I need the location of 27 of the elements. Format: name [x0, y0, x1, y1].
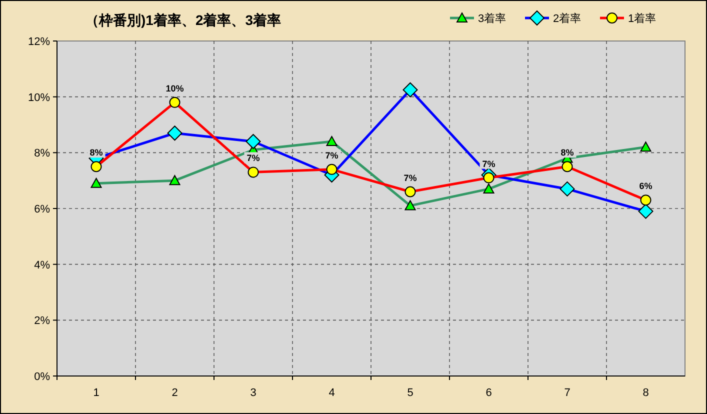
data-label: 8% [560, 148, 574, 158]
y-tick-label: 12% [28, 36, 50, 48]
y-tick-label: 6% [34, 204, 50, 216]
x-tick-label: 1 [93, 387, 100, 399]
y-tick-label: 2% [34, 315, 50, 328]
x-tick-label: 4 [328, 387, 335, 399]
x-tick-label: 3 [250, 387, 256, 399]
data-label: 10% [166, 83, 184, 94]
y-tick-label: 8% [34, 148, 50, 160]
x-tick-label: 8 [642, 387, 649, 399]
x-tick-label: 7 [564, 387, 570, 399]
legend-label: 3着率 [478, 12, 506, 25]
data-label: 7% [325, 150, 338, 160]
legend-label: 2着率 [553, 12, 582, 25]
y-tick-label: 4% [34, 259, 50, 272]
x-tick-label: 6 [486, 387, 492, 399]
legend-label: 1着率 [628, 12, 656, 25]
chart-title: （枠番別)1着率、2着率、3着率 [85, 12, 282, 28]
data-label: 7% [404, 172, 417, 183]
y-tick-label: 0% [34, 371, 50, 383]
data-label: 7% [482, 158, 496, 169]
x-tick-label: 2 [172, 387, 178, 399]
data-label: 7% [246, 153, 260, 164]
data-label: 6% [639, 181, 652, 192]
y-tick-label: 10% [28, 92, 50, 104]
x-tick-label: 5 [407, 387, 414, 399]
data-label: 8% [90, 148, 103, 158]
